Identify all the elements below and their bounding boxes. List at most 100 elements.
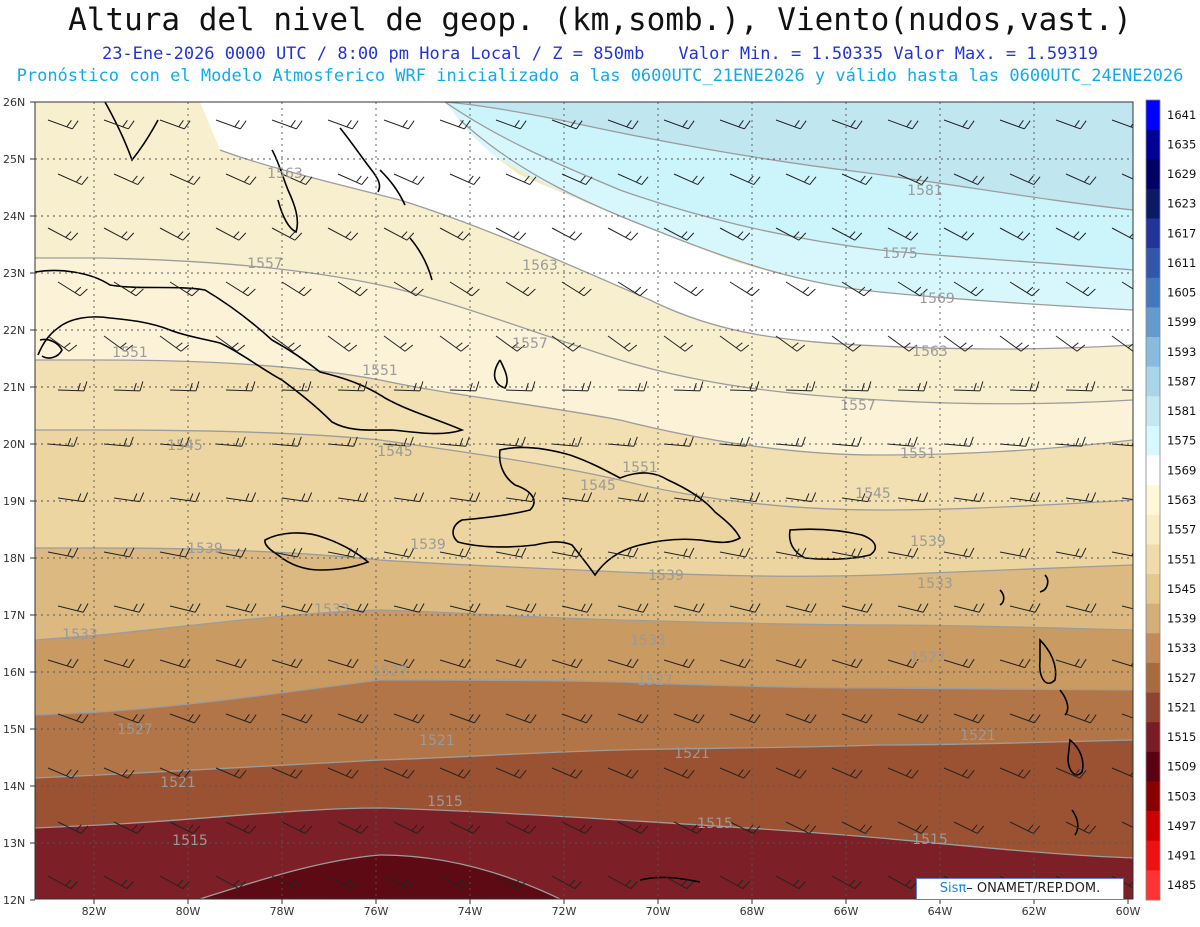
- wind-barb: [495, 658, 527, 669]
- wind-barb: [785, 603, 817, 613]
- wind-barb: [729, 281, 760, 297]
- wind-barb: [281, 603, 313, 613]
- wind-barb: [673, 381, 704, 392]
- colorbar-swatch: [1146, 811, 1160, 842]
- wind-barb: [337, 603, 369, 613]
- colorbar-label: 1509: [1167, 760, 1196, 774]
- wind-barb: [383, 436, 414, 447]
- wind-barb: [673, 713, 705, 724]
- lon-label: 60W: [1116, 905, 1141, 918]
- wind-barb: [495, 335, 526, 352]
- wind-barb: [673, 821, 705, 834]
- colorbar-label: 1503: [1167, 789, 1196, 803]
- colorbar-swatch: [1146, 840, 1160, 871]
- wind-barb: [271, 767, 303, 779]
- wind-barb: [337, 821, 369, 834]
- wind-barb: [943, 436, 974, 447]
- colorbar-swatch: [1146, 396, 1160, 427]
- wind-barb: [897, 173, 929, 186]
- wind-barb: [887, 335, 918, 352]
- wind-barb: [103, 547, 135, 558]
- wind-barb: [1111, 441, 1133, 447]
- wind-barb: [729, 713, 761, 724]
- wind-barb: [719, 547, 751, 558]
- wind-barb: [673, 281, 704, 297]
- wind-barb: [281, 173, 313, 186]
- wind-barb: [169, 281, 200, 297]
- wind-barb: [831, 875, 863, 890]
- wind-barb: [785, 821, 817, 834]
- colorbar-label: 1533: [1167, 641, 1196, 655]
- wind-barb: [775, 436, 806, 447]
- wind-barb: [281, 281, 312, 297]
- colorbar-swatch: [1146, 574, 1160, 605]
- wind-barb: [719, 436, 750, 447]
- wind-barb: [449, 821, 481, 834]
- colorbar: 1641 1635 1629 1623 1617 1611 1605 1599 1593 1587…: [1145, 99, 1196, 901]
- wind-barb: [505, 492, 537, 503]
- wind-barb: [663, 335, 694, 352]
- wind-barb: [953, 713, 985, 724]
- contour-label: 1527: [637, 673, 673, 689]
- colorbar-swatch: [1146, 751, 1160, 782]
- lon-label: 68W: [740, 905, 765, 918]
- wind-barb: [383, 767, 415, 779]
- wind-barb: [47, 227, 79, 241]
- wind-barb: [439, 436, 470, 447]
- contour-label: 1557: [840, 398, 876, 414]
- wind-barb: [281, 713, 313, 724]
- wind-barb: [943, 767, 975, 779]
- wind-barb: [57, 713, 89, 724]
- lat-label: 20N: [3, 438, 25, 451]
- wind-barb: [337, 281, 368, 297]
- contour-label: 1551: [900, 446, 936, 462]
- colorbar-label: 1587: [1167, 374, 1196, 388]
- colorbar-swatch: [1146, 366, 1160, 397]
- wind-barb: [775, 875, 807, 890]
- contour-label: 1527: [372, 664, 408, 680]
- wind-barb: [47, 767, 79, 779]
- wind-barb: [327, 119, 359, 130]
- lon-label: 62W: [1022, 905, 1047, 918]
- wind-barb: [505, 603, 537, 613]
- wind-barb: [1055, 227, 1087, 241]
- lat-label: 19N: [3, 495, 25, 508]
- wind-barb: [383, 227, 415, 241]
- wind-barb: [505, 381, 536, 392]
- wind-barb: [495, 119, 527, 130]
- colorbar-swatch: [1146, 722, 1160, 753]
- wind-barb: [999, 436, 1030, 447]
- colorbar-swatch: [1146, 159, 1160, 190]
- wind-barb: [785, 173, 817, 186]
- colorbar-label: 1611: [1167, 256, 1196, 270]
- wind-barb: [943, 658, 975, 669]
- colorbar-label: 1551: [1167, 552, 1196, 566]
- colorbar-label: 1539: [1167, 612, 1196, 626]
- wind-barb: [719, 227, 751, 241]
- contour-label: 1545: [167, 438, 203, 454]
- wind-barb: [113, 821, 145, 834]
- model-info-line: Pronóstico con el Modelo Atmosferico WRF…: [16, 66, 1184, 86]
- wind-barb: [327, 767, 359, 779]
- wind-barb: [159, 119, 191, 130]
- colorbar-label: 1599: [1167, 315, 1196, 329]
- wind-barb: [831, 767, 863, 779]
- wind-barb: [999, 227, 1031, 241]
- credit-text: – ONAMET/REP.DOM.: [966, 881, 1101, 896]
- wind-barb: [663, 767, 695, 779]
- credit-brand: Sisπ: [939, 881, 967, 896]
- wind-barb: [953, 381, 984, 392]
- contour-label: 1521: [960, 728, 996, 744]
- wind-barb: [841, 821, 873, 834]
- wind-barb: [169, 603, 201, 613]
- wind-barb: [383, 658, 415, 669]
- wind-barb: [1111, 119, 1133, 129]
- wind-barb: [841, 492, 873, 503]
- contour-label: 1563: [912, 344, 948, 360]
- wind-barb: [841, 713, 873, 724]
- colorbar-label: 1563: [1167, 493, 1196, 507]
- wind-barb: [887, 547, 919, 558]
- wind-barb: [57, 821, 89, 834]
- wind-barb: [1009, 821, 1041, 834]
